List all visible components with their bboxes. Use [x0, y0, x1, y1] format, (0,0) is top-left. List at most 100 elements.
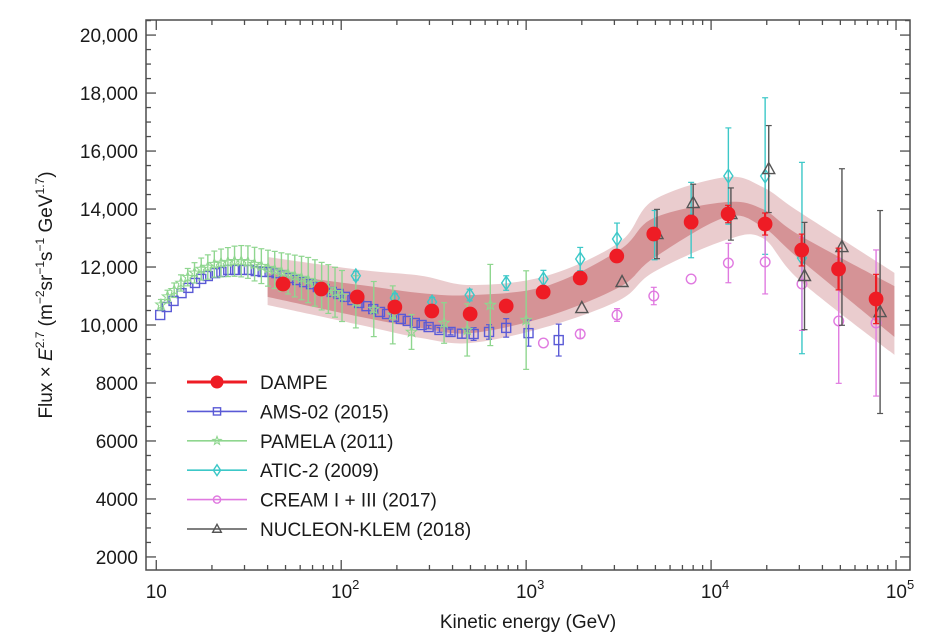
x-tick-exponent: 5 [907, 577, 914, 592]
data-point [349, 289, 365, 305]
legend-label: AMS-02 (2015) [260, 402, 389, 423]
legend-item-ams-02-2015: AMS-02 (2015) [187, 402, 389, 423]
data-point [796, 278, 808, 290]
legend-item-cream-i-iii-2017: CREAM I + III (2017) [187, 491, 437, 512]
legend-marker-diamond-icon [212, 463, 222, 477]
data-point [761, 161, 776, 175]
x-tick-labels: 10 102 103 104 105 [146, 577, 915, 603]
data-point [683, 214, 699, 230]
data-point [611, 309, 623, 321]
dampe-statistical-band [267, 201, 895, 337]
data-point [234, 254, 248, 267]
legend-item-dampe: DAMPE [187, 373, 328, 394]
data-point [831, 261, 846, 277]
data-point [423, 321, 434, 333]
y-tick-label: 14,000 [80, 200, 138, 221]
data-point [268, 262, 282, 276]
data-point [553, 334, 564, 346]
y-tick-label: 4000 [96, 490, 138, 511]
x-tick-exponent: 4 [722, 577, 729, 592]
data-point [167, 283, 181, 296]
series-dampe [275, 204, 884, 325]
data-point [381, 308, 393, 320]
data-point [445, 326, 456, 338]
x-tick-base: 10 [701, 582, 722, 603]
data-series [154, 97, 888, 415]
y-axis-title-unit-sr: sr [36, 274, 57, 291]
x-tick-label: 104 [701, 577, 729, 603]
data-point [288, 269, 302, 282]
legend-label: NUCLEON-KLEM (2018) [260, 520, 471, 541]
y-tick-label: 2000 [96, 548, 138, 569]
data-point [241, 255, 255, 268]
data-point [648, 290, 660, 302]
data-point [214, 255, 228, 269]
data-point [409, 317, 421, 329]
y-axis-title-unit-exp4: 1.7 [33, 177, 47, 194]
data-point [609, 248, 625, 264]
x-tick-exponent: 3 [537, 577, 544, 592]
data-point [574, 251, 586, 268]
data-point [339, 291, 351, 303]
data-point [646, 226, 662, 242]
y-tick-label: 6000 [96, 432, 138, 453]
legend-marker-triangle-icon [211, 522, 223, 533]
legend-marker-circle-icon [212, 495, 222, 504]
data-point [221, 255, 235, 268]
legend-label: PAMELA (2011) [260, 432, 393, 453]
x-tick-label: 105 [886, 577, 914, 603]
y-tick-label: 10,000 [80, 316, 138, 337]
x-tick-label: 102 [331, 577, 359, 603]
data-point [519, 313, 533, 326]
data-point [367, 302, 381, 315]
data-point [274, 264, 289, 278]
y-axis-title-var-exp: 2.7 [33, 331, 47, 348]
legend-marker-filled-circle-icon [210, 375, 224, 389]
data-point [868, 291, 884, 307]
x-tick-label: 10 [146, 582, 167, 603]
legend-marker-star-icon [211, 434, 223, 446]
data-point [257, 266, 268, 278]
data-point [275, 276, 291, 292]
x-tick-exponent: 2 [352, 577, 359, 592]
y-tick-labels: 2000 4000 6000 8000 10,000 12,000 14,000 16,000… [80, 26, 138, 569]
data-point [483, 326, 495, 338]
series-nucleon-klem-2018 [574, 124, 888, 415]
data-point [483, 298, 497, 311]
y-axis-title-unit-s: s [36, 251, 57, 261]
data-point [794, 242, 810, 258]
data-point [523, 327, 534, 339]
data-point [797, 268, 812, 282]
legend-item-atic-2-2009: ATIC-2 (2009) [187, 461, 379, 482]
data-point [833, 315, 845, 327]
legend-label: DAMPE [260, 373, 328, 394]
data-point [464, 287, 476, 304]
data-point [834, 239, 850, 253]
data-point [313, 281, 329, 297]
data-point [498, 298, 514, 314]
y-tick-label: 20,000 [80, 26, 138, 47]
data-point [720, 206, 736, 222]
data-point [460, 322, 474, 336]
data-point [723, 168, 734, 185]
y-axis-title: Flux × E2.7 (m−2sr−1s−1 GeV1.7) [33, 171, 57, 418]
x-tick-base: 10 [516, 582, 537, 603]
data-point [308, 275, 322, 289]
legend-label: ATIC-2 (2009) [260, 461, 379, 482]
data-point [261, 261, 275, 274]
data-point [572, 270, 588, 286]
x-tick-base: 10 [331, 582, 352, 603]
plot-frame [145, 19, 911, 571]
data-point [247, 257, 262, 270]
x-tick-label: 103 [516, 577, 544, 603]
y-axis-title-var: E [36, 348, 57, 361]
x-tick-base: 10 [886, 582, 907, 603]
data-point [537, 337, 549, 349]
y-axis-title-unit-close: ) [36, 171, 57, 177]
data-point [500, 275, 512, 292]
data-point [350, 267, 362, 284]
data-point [335, 289, 349, 302]
data-point [685, 273, 697, 285]
y-axis-title-unit-exp3: −1 [33, 237, 47, 251]
